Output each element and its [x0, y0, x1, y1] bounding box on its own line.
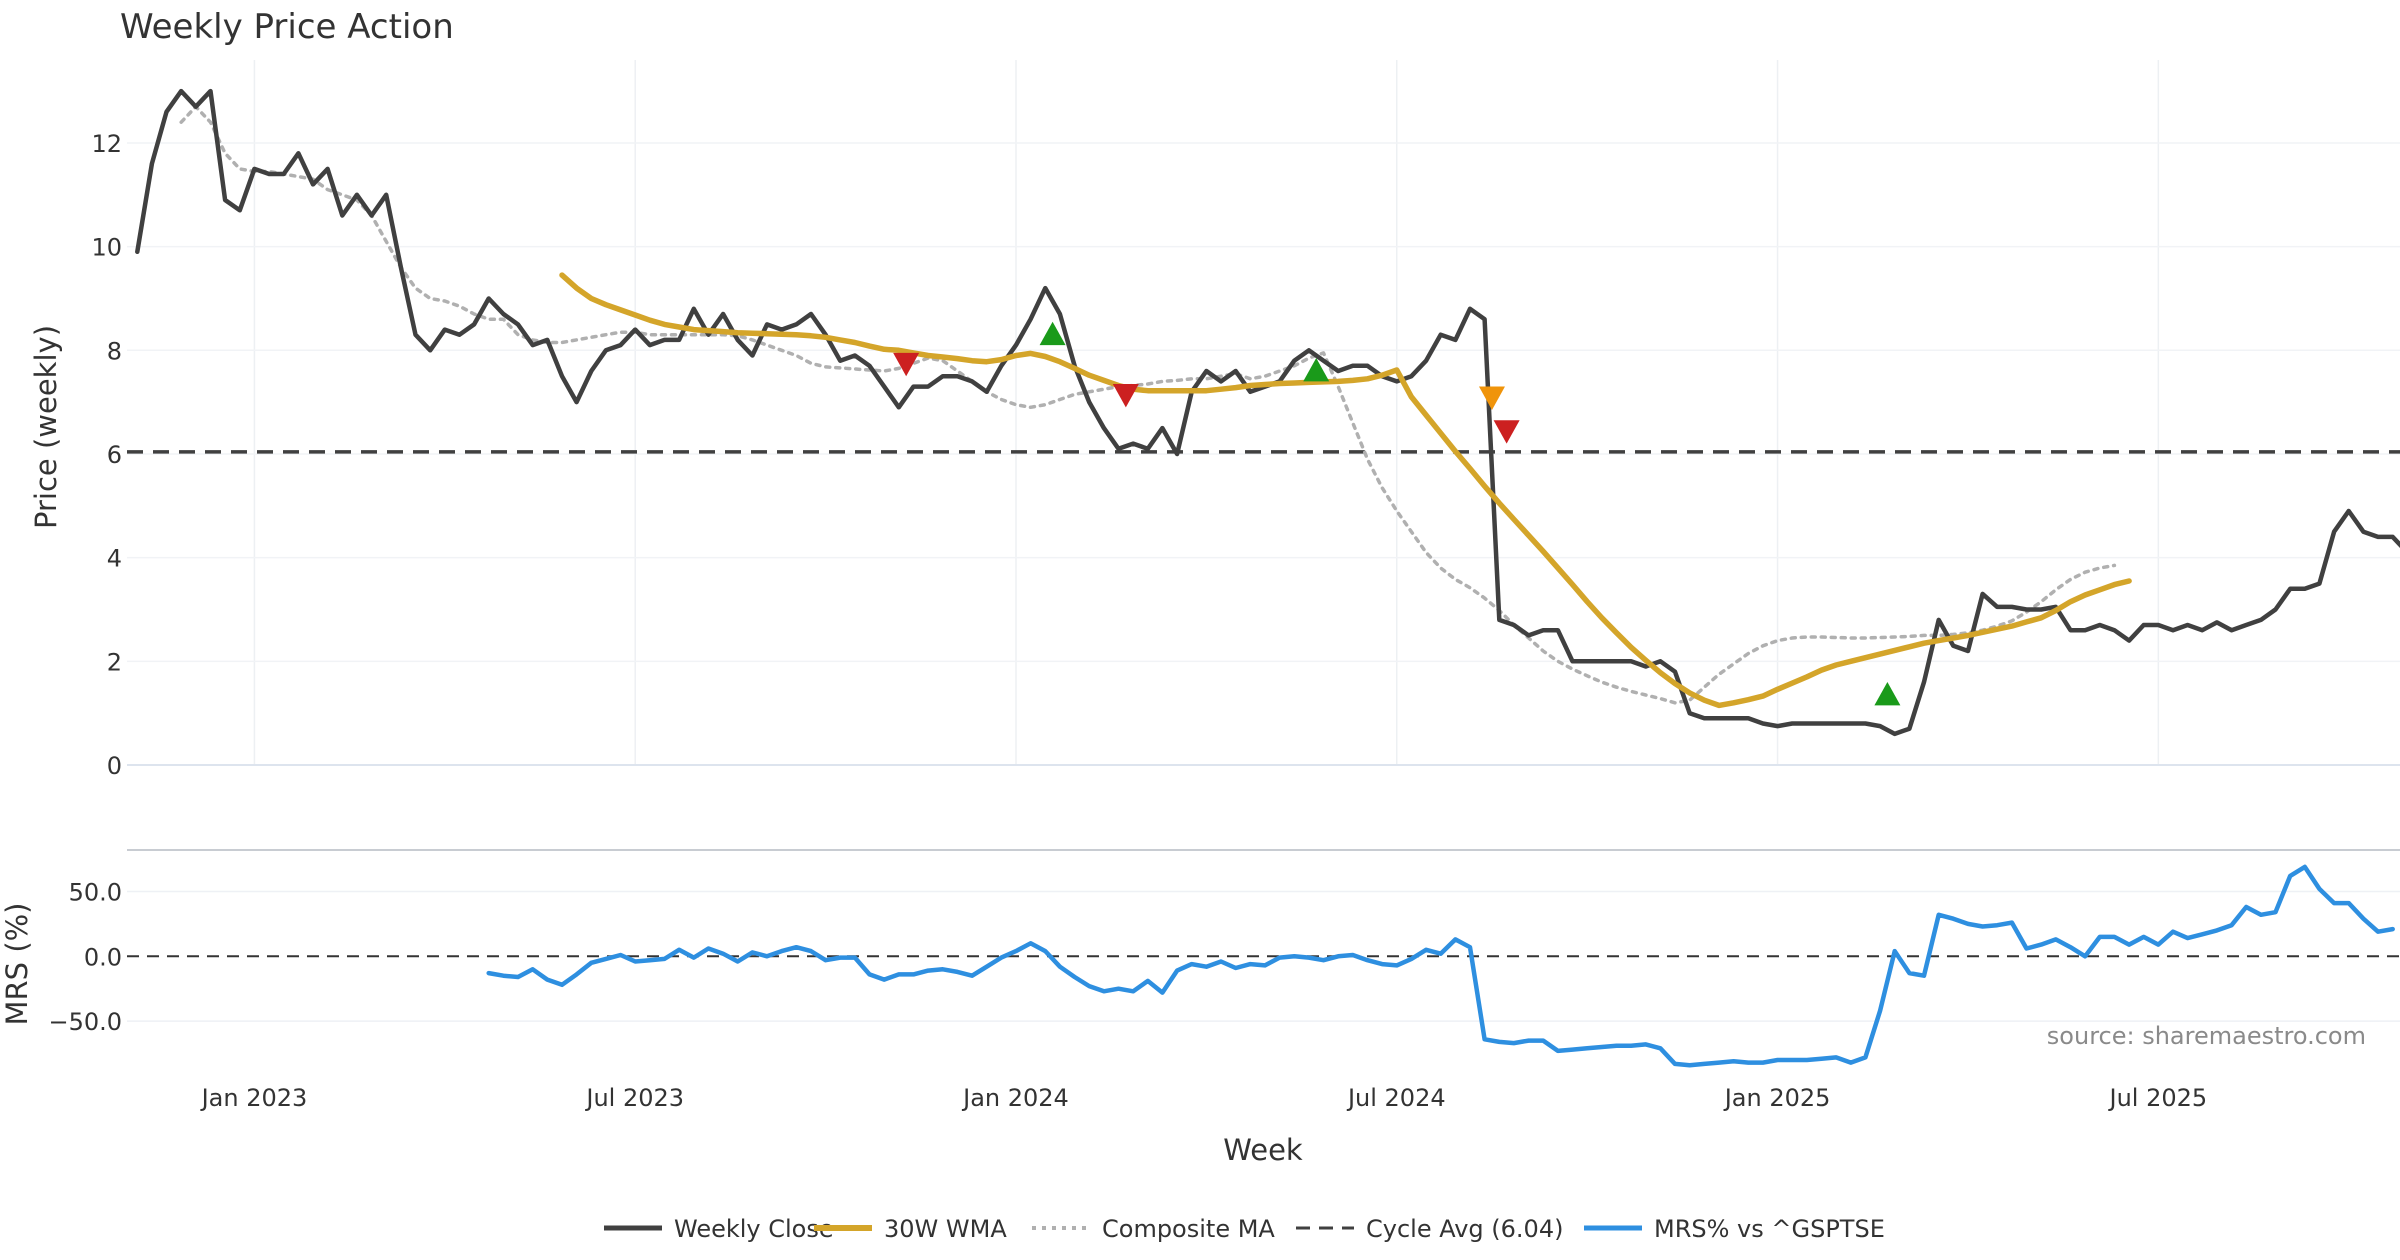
price-tick-label: 6: [107, 441, 122, 469]
x-tick-label: Jan 2025: [1723, 1084, 1831, 1112]
price-tick-label: 10: [91, 234, 122, 262]
price-axis-title: Price (weekly): [29, 325, 63, 529]
weekly-close-line: [135, 88, 2400, 737]
mrs-axis-title: MRS (%): [0, 903, 34, 1026]
composite-ma-line: [179, 104, 2117, 705]
buy-signal-marker: [1874, 682, 1901, 706]
grid-lines: [127, 60, 2400, 1022]
chart-title: Weekly Price Action: [120, 7, 454, 47]
legend-label: Cycle Avg (6.04): [1366, 1215, 1563, 1243]
warning-signal-marker: [1478, 386, 1505, 410]
legend-label: 30W WMA: [884, 1215, 1007, 1243]
x-axis-ticks: Jan 2023 Jul 2023 Jan 2024 Jul 2024 Jan 2025…: [200, 1084, 2208, 1112]
buy-signal-marker: [1039, 321, 1066, 346]
legend-cycle-avg[interactable]: Cycle Avg (6.04): [1296, 1215, 1563, 1243]
x-axis-title: Week: [1223, 1133, 1303, 1167]
legend-label: Composite MA: [1102, 1215, 1275, 1243]
signal-markers: [893, 321, 1901, 706]
price-tick-label: 12: [91, 130, 122, 158]
wma-30w-line: [559, 272, 2132, 709]
price-tick-label: 2: [107, 648, 122, 676]
source-note: source: sharemaestro.com: [2047, 1022, 2366, 1050]
legend-label: Weekly Close: [674, 1215, 834, 1243]
legend-mrs[interactable]: MRS% vs ^GSPTSE: [1584, 1215, 1885, 1243]
price-tick-label: 4: [107, 545, 122, 573]
x-tick-label: Jan 2023: [200, 1084, 308, 1112]
buy-signal-marker: [1303, 358, 1330, 382]
legend-label: MRS% vs ^GSPTSE: [1654, 1215, 1885, 1243]
mrs-line: [486, 864, 2395, 1068]
series-lines: [127, 88, 2400, 1068]
mrs-tick-label: 50.0: [69, 878, 122, 906]
sell-signal-marker: [1493, 420, 1520, 444]
sell-signal-marker: [893, 352, 920, 377]
legend-wma-30w[interactable]: 30W WMA: [814, 1215, 1007, 1243]
mrs-tick-label: −50.0: [48, 1008, 122, 1036]
legend: Weekly Close 30W WMA Composite MA Cycle Avg…: [604, 1215, 1885, 1243]
x-tick-label: Jan 2024: [961, 1084, 1069, 1112]
sell-signal-marker: [1112, 383, 1139, 408]
price-tick-label: 8: [107, 337, 122, 365]
x-tick-label: Jul 2024: [1346, 1084, 1446, 1112]
price-y-ticks: 0 2 4 6 8 10 12: [91, 130, 122, 780]
mrs-y-ticks: 50.0 0.0 −50.0: [48, 878, 122, 1036]
legend-composite-ma[interactable]: Composite MA: [1032, 1215, 1275, 1243]
x-tick-label: Jul 2023: [584, 1084, 684, 1112]
legend-weekly-close[interactable]: Weekly Close: [604, 1215, 834, 1243]
x-tick-label: Jul 2025: [2108, 1084, 2208, 1112]
mrs-tick-label: 0.0: [84, 943, 122, 971]
price-tick-label: 0: [107, 752, 122, 780]
